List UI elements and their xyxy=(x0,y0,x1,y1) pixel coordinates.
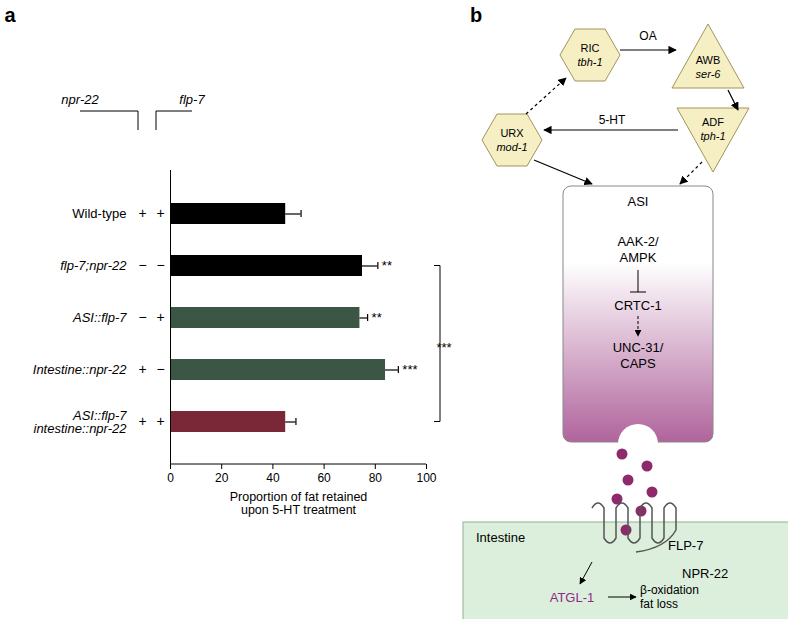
svg-text:80: 80 xyxy=(369,471,383,485)
svg-text:ADF: ADF xyxy=(702,116,724,128)
svg-text:40: 40 xyxy=(266,471,280,485)
svg-text:Wild-type: Wild-type xyxy=(72,206,126,221)
svg-text:flp-7;npr-22: flp-7;npr-22 xyxy=(60,258,127,273)
svg-text:AAK-2/AMPK: AAK-2/AMPK xyxy=(617,234,659,265)
svg-text:AWB: AWB xyxy=(696,54,721,66)
svg-text:npr-22: npr-22 xyxy=(61,92,99,107)
svg-text:0: 0 xyxy=(167,471,174,485)
svg-text:ASI::flp-7: ASI::flp-7 xyxy=(72,310,127,325)
svg-text:a: a xyxy=(4,4,16,26)
svg-text:b: b xyxy=(470,4,482,26)
svg-text:−: − xyxy=(139,309,147,325)
svg-text:tbh-1: tbh-1 xyxy=(577,56,602,68)
svg-text:+: + xyxy=(139,361,147,377)
svg-text:+: + xyxy=(157,413,165,429)
svg-text:***: *** xyxy=(402,362,417,377)
svg-text:+: + xyxy=(139,413,147,429)
svg-text:CRTC-1: CRTC-1 xyxy=(614,298,661,313)
svg-text:+: + xyxy=(157,309,165,325)
svg-text:flp-7: flp-7 xyxy=(179,92,205,107)
svg-text:**: ** xyxy=(382,258,392,273)
svg-text:FLP-7: FLP-7 xyxy=(668,538,703,553)
svg-text:NPR-22: NPR-22 xyxy=(682,566,728,581)
svg-text:ASI: ASI xyxy=(628,194,649,209)
svg-text:ATGL-1: ATGL-1 xyxy=(550,590,595,605)
svg-text:−: − xyxy=(157,361,165,377)
svg-text:+: + xyxy=(157,205,165,221)
svg-text:−: − xyxy=(139,257,147,273)
svg-text:β-oxidationfat loss: β-oxidationfat loss xyxy=(640,583,699,611)
svg-text:Proportion of fat retainedupon: Proportion of fat retainedupon 5-HT trea… xyxy=(230,490,368,517)
svg-text:RIC: RIC xyxy=(581,42,600,54)
svg-text:UNC-31/CAPS: UNC-31/CAPS xyxy=(613,340,664,371)
svg-text:URX: URX xyxy=(500,127,524,139)
svg-text:**: ** xyxy=(372,310,382,325)
svg-text:20: 20 xyxy=(215,471,229,485)
svg-text:tph-1: tph-1 xyxy=(700,130,725,142)
svg-text:***: *** xyxy=(436,340,451,355)
svg-text:5-HT: 5-HT xyxy=(599,113,626,127)
svg-text:mod-1: mod-1 xyxy=(496,141,527,153)
svg-text:−: − xyxy=(157,257,165,273)
svg-text:+: + xyxy=(139,205,147,221)
svg-text:100: 100 xyxy=(416,471,436,485)
svg-text:ASI::flp-7intestine::npr-22: ASI::flp-7intestine::npr-22 xyxy=(34,408,128,436)
svg-text:ser-6: ser-6 xyxy=(696,68,722,80)
svg-text:OA: OA xyxy=(639,29,656,43)
svg-text:Intestine::npr-22: Intestine::npr-22 xyxy=(33,362,127,377)
svg-text:60: 60 xyxy=(317,471,331,485)
svg-text:Intestine: Intestine xyxy=(476,530,525,545)
